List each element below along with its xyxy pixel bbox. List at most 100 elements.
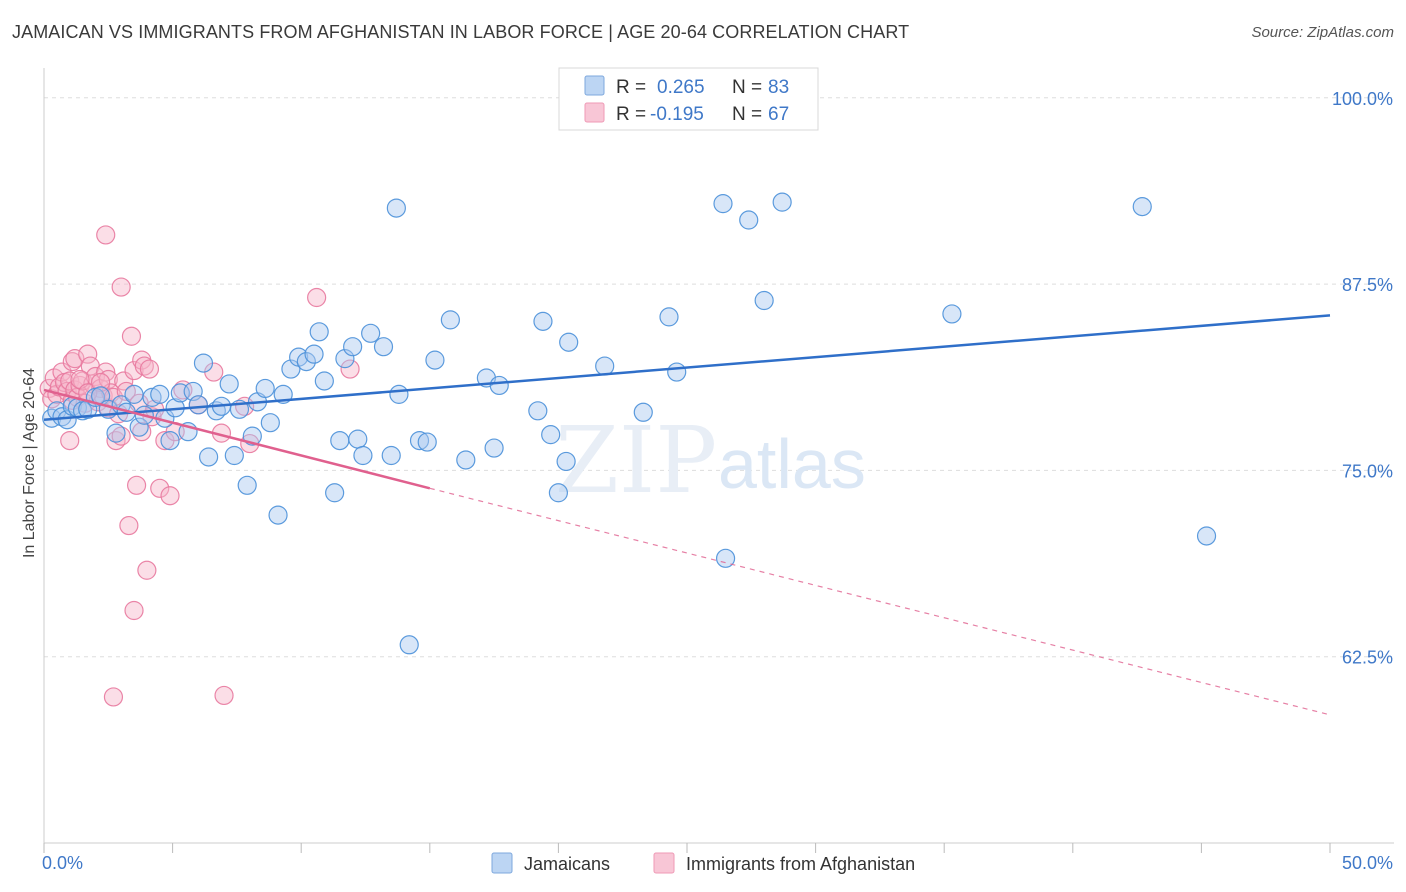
jamaicans-point-72: [633, 402, 653, 422]
jamaicans-point-20: [160, 430, 180, 451]
y-tick-label-1: 87.5%: [1342, 275, 1393, 295]
afghanistan-point-48: [124, 600, 144, 621]
x-tick-label-0: 0.0%: [42, 853, 83, 873]
stats-n-value-blue: 83: [768, 77, 789, 98]
jamaicans-point-63: [484, 438, 504, 458]
jamaicans-point-52: [361, 323, 381, 343]
stats-r-label-blue: R =: [616, 77, 646, 98]
jamaicans-point-50: [348, 429, 368, 449]
jamaicans-point-66: [533, 311, 553, 331]
jamaicans-point-31: [224, 445, 244, 466]
afghanistan-point-38: [121, 326, 142, 346]
stats-legend: R = 0.265 N = 83 R = -0.195 N = 67: [558, 67, 819, 131]
afghanistan-point-57: [214, 685, 234, 706]
jamaicans-point-79: [772, 192, 792, 212]
jamaicans-point-37: [260, 413, 280, 433]
legend-swatch-jamaicans: [491, 852, 513, 874]
watermark-atlas: atlas: [718, 425, 866, 503]
afghanistan-point-33: [111, 426, 131, 446]
stats-r-label-pink: R =: [616, 104, 646, 125]
trend-lines: [43, 314, 1331, 716]
afghanistan-point-64: [90, 372, 111, 393]
jamaicans-point-49: [343, 337, 363, 357]
jamaicans-point-40: [281, 359, 301, 379]
afghanistan-point-18: [78, 344, 98, 364]
stats-n-label-pink: N =: [732, 104, 762, 125]
y-tick-label-2: 75.0%: [1342, 461, 1393, 481]
jamaicans-point-83: [399, 635, 419, 655]
series-jamaicans-points: [42, 192, 1217, 655]
jamaicans-point-60: [440, 310, 460, 330]
bottom-legend: Jamaicans Immigrants from Afghanistan: [491, 852, 915, 874]
jamaicans-point-58: [417, 432, 437, 452]
stats-r-value-pink: -0.195: [650, 104, 704, 125]
y-axis-label: In Labor Force | Age 20-64: [21, 368, 38, 558]
jamaicans-point-25: [188, 395, 208, 415]
jamaicans-point-48: [335, 349, 355, 369]
x-tick-labels: 0.0% 50.0%: [42, 853, 1393, 873]
watermark: ZIP atlas: [555, 407, 866, 514]
stats-legend-swatch-pink: [584, 102, 605, 123]
jamaicans-point-61: [456, 450, 476, 470]
afghanistan-point-27: [96, 225, 116, 245]
jamaicans-point-75: [713, 194, 733, 214]
stats-n-label-blue: N =: [732, 77, 762, 98]
jamaicans-point-53: [373, 337, 394, 357]
jamaicans-point-68: [548, 483, 569, 503]
grid-lines: [44, 97, 1394, 658]
y-tick-label-0: 100.0%: [1332, 89, 1393, 109]
jamaicans-point-70: [556, 451, 576, 472]
jamaicans-point-30: [219, 374, 239, 394]
jamaicans-point-36: [255, 378, 275, 399]
jamaicans-point-69: [559, 332, 579, 352]
jamaicans-point-64: [489, 375, 509, 396]
jamaicans-point-78: [754, 290, 774, 311]
jamaicans-point-71: [595, 356, 615, 376]
jamaicans-point-17: [142, 387, 162, 407]
afghanistan-point-12: [60, 430, 80, 451]
jamaicans-point-55: [389, 384, 409, 404]
source-credit: Source: ZipAtlas.com: [1251, 24, 1394, 41]
jamaicans-point-14: [124, 384, 144, 404]
afghanistan-point-37: [119, 515, 139, 536]
afghanistan-point-60: [307, 287, 327, 308]
legend-label-afghanistan: Immigrants from Afghanistan: [686, 854, 915, 874]
afghanistan-point-13: [62, 352, 82, 372]
jamaicans-point-51: [353, 445, 373, 466]
jamaicans-point-33: [237, 475, 257, 495]
jamaicans-point-38: [268, 505, 288, 525]
afghanistan-point-61: [340, 359, 360, 379]
jamaicans-point-57: [409, 430, 430, 451]
jamaicans-point-11: [106, 423, 126, 443]
stats-r-value-blue: 0.265: [657, 77, 705, 98]
stats-n-value-pink: 67: [768, 104, 789, 125]
jamaicans-point-67: [541, 425, 561, 445]
jamaicans-point-45: [314, 371, 334, 391]
series-afghanistan-points: [39, 225, 360, 707]
afghanistan-point-40: [126, 475, 147, 495]
x-tick-label-1: 50.0%: [1342, 853, 1393, 873]
jamaicans-point-46: [325, 483, 345, 503]
watermark-zip: ZIP: [555, 407, 717, 514]
afghanistan-point-50: [150, 478, 170, 498]
jamaicans-point-76: [715, 548, 736, 568]
afghanistan-point-14: [65, 349, 85, 369]
axes: [43, 68, 1394, 853]
jamaicans-point-18: [150, 384, 170, 404]
afghanistan-point-44: [137, 560, 157, 580]
afghanistan-point-52: [160, 486, 180, 506]
afghanistan-point-36: [111, 277, 131, 297]
jamaicans-point-44: [309, 322, 329, 342]
y-tick-label-3: 62.5%: [1342, 648, 1393, 668]
y-tick-labels: 100.0% 87.5% 75.0% 62.5%: [1332, 89, 1393, 668]
afghanistan-point-39: [124, 360, 144, 381]
stats-legend-swatch-blue: [584, 75, 605, 96]
jamaicans-point-81: [1132, 197, 1152, 217]
chart-title: JAMAICAN VS IMMIGRANTS FROM AFGHANISTAN …: [12, 22, 910, 42]
afghanistan-point-45: [139, 359, 160, 379]
jamaicans-point-77: [739, 210, 759, 230]
trend-line-afghanistan: [43, 388, 431, 490]
jamaicans-point-80: [942, 304, 962, 324]
afghanistan-point-54: [173, 380, 193, 400]
